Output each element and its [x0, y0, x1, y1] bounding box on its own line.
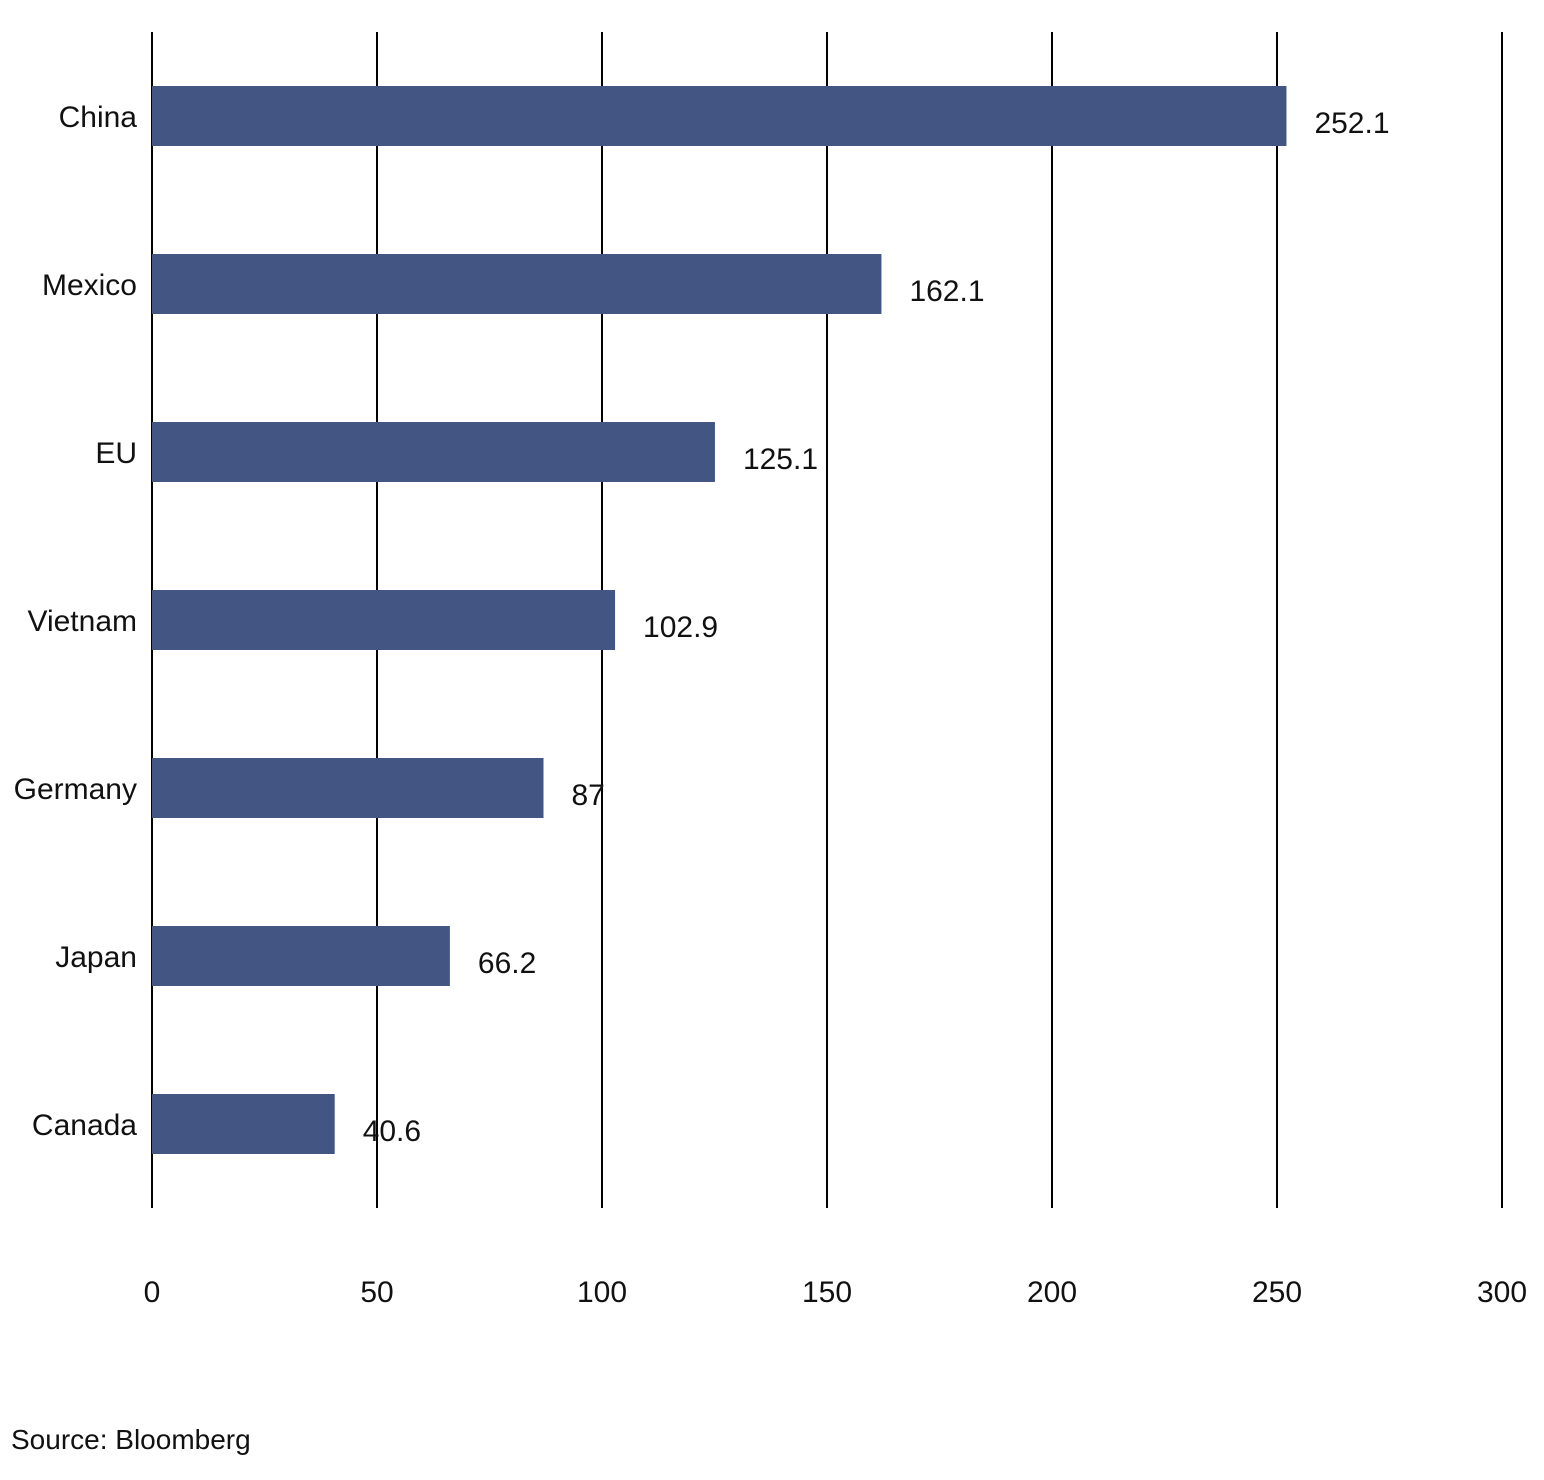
value-label-mexico: 162.1: [909, 275, 984, 308]
bar-china: [152, 86, 1287, 146]
x-axis-tick-labels: 0 50 100 150 200 250 300: [144, 1276, 1527, 1309]
x-tick-label-150: 150: [802, 1276, 852, 1309]
x-tick-label-250: 250: [1252, 1276, 1302, 1309]
value-label-china: 252.1: [1314, 107, 1389, 140]
category-label-mexico: Mexico: [42, 269, 137, 302]
category-label-vietnam: Vietnam: [27, 605, 137, 638]
x-tick-label-50: 50: [360, 1276, 393, 1309]
value-label-japan: 66.2: [478, 947, 536, 980]
value-labels: 252.1 162.1 125.1 102.9 87 66.2 40.6: [363, 107, 1390, 1148]
x-tick-label-0: 0: [144, 1276, 161, 1309]
bar-eu: [152, 422, 715, 482]
category-label-japan: Japan: [55, 941, 137, 974]
category-label-china: China: [59, 101, 138, 134]
bar-japan: [152, 926, 450, 986]
bar-canada: [152, 1094, 335, 1154]
x-tick-label-100: 100: [577, 1276, 627, 1309]
x-tick-label-300: 300: [1477, 1276, 1527, 1309]
value-label-germany: 87: [572, 779, 605, 812]
x-tick-label-200: 200: [1027, 1276, 1077, 1309]
category-label-eu: EU: [95, 437, 137, 470]
category-labels: China Mexico EU Vietnam Germany Japan Canada: [14, 101, 138, 1142]
bar-vietnam: [152, 590, 616, 650]
source-note: Source: Bloomberg: [11, 1424, 251, 1455]
category-label-germany: Germany: [14, 773, 137, 806]
category-label-canada: Canada: [32, 1109, 137, 1142]
bar-germany: [152, 758, 544, 818]
bars: [152, 86, 1287, 1154]
value-label-vietnam: 102.9: [643, 611, 718, 644]
value-label-canada: 40.6: [363, 1115, 421, 1148]
bar-mexico: [152, 254, 882, 314]
value-label-eu: 125.1: [743, 443, 818, 476]
